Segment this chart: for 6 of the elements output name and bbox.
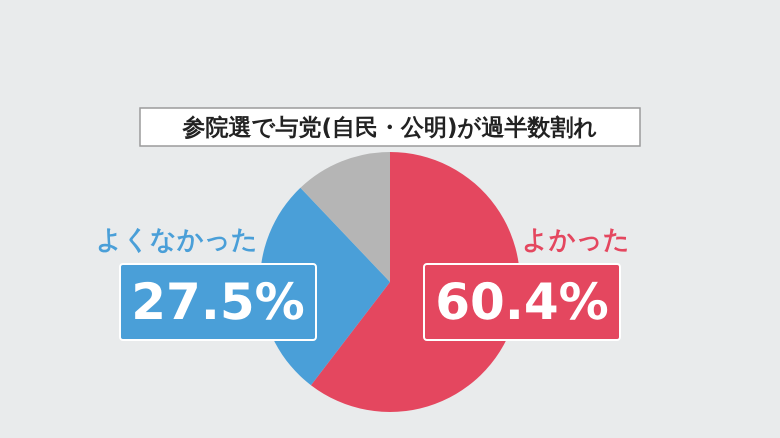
data-label: 27.5% [131, 273, 305, 331]
slice-label: よかった [522, 225, 630, 255]
chart-title: 参院選で与党(自民・公明)が過半数割れ [181, 115, 598, 141]
data-label: 60.4% [435, 273, 609, 331]
slice-label: よくなかった [96, 225, 258, 255]
pie-slice [300, 152, 390, 282]
